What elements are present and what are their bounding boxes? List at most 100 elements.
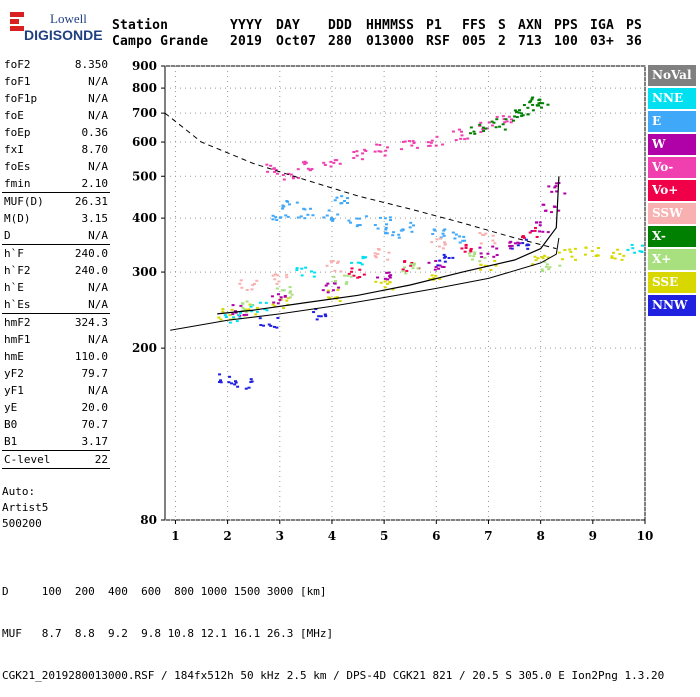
data-point — [533, 255, 537, 258]
data-point — [517, 242, 521, 245]
y-tick-label: 900 — [132, 59, 157, 73]
data-point — [520, 112, 524, 115]
data-point — [410, 261, 414, 264]
param-value: N/A — [88, 333, 108, 346]
data-point — [276, 302, 280, 305]
param-name: foF1p — [4, 92, 38, 105]
data-point — [355, 225, 359, 228]
param-name: yE — [4, 401, 18, 414]
data-point — [485, 127, 489, 130]
data-point — [244, 387, 248, 390]
data-point — [537, 104, 541, 107]
param-name: B0 — [4, 418, 18, 431]
data-point — [434, 144, 438, 147]
param-value: 8.70 — [81, 143, 109, 156]
data-point — [479, 130, 483, 133]
data-point — [516, 241, 520, 244]
data-point — [479, 242, 483, 245]
data-point — [272, 301, 276, 304]
param-value: 240.0 — [74, 264, 108, 277]
data-point — [392, 231, 396, 234]
data-point — [325, 264, 329, 267]
data-point — [491, 239, 495, 242]
data-point — [228, 375, 232, 378]
data-point — [507, 115, 511, 118]
data-point — [386, 146, 390, 149]
data-point — [333, 159, 337, 162]
data-point — [270, 295, 274, 298]
data-point — [259, 324, 263, 327]
param-row: MUF(D) 26.31 — [2, 193, 110, 210]
x-tick-label: 7 — [484, 529, 492, 543]
data-point — [516, 244, 520, 247]
data-point — [296, 168, 300, 171]
data-point — [569, 250, 573, 253]
data-point — [361, 255, 365, 258]
data-point — [547, 268, 551, 271]
data-point — [554, 185, 558, 188]
data-point — [618, 253, 622, 256]
data-point — [234, 381, 238, 384]
param-name: foE — [4, 109, 24, 122]
param-value: N/A — [88, 298, 108, 311]
param-value: N/A — [88, 281, 108, 294]
data-point — [495, 118, 499, 121]
data-point — [478, 260, 482, 263]
x-tick-label: 4 — [328, 529, 336, 543]
data-point — [384, 228, 388, 231]
data-point — [531, 96, 535, 99]
data-point — [288, 286, 292, 289]
data-point — [457, 128, 461, 131]
data-point — [291, 175, 295, 178]
data-point — [242, 313, 246, 316]
data-point — [451, 130, 455, 133]
param-value: 22 — [94, 453, 108, 466]
header-label: DAY — [276, 18, 301, 33]
param-name: C-level — [4, 453, 51, 466]
header-value: 713 — [518, 34, 543, 49]
header-value: 005 — [462, 34, 487, 49]
data-point — [513, 115, 517, 118]
data-point — [303, 163, 307, 166]
data-point — [374, 256, 378, 259]
header-label: YYYY — [230, 18, 263, 33]
data-point — [273, 278, 277, 281]
legend-item: X+ — [648, 249, 696, 270]
data-point — [436, 264, 440, 267]
data-point — [224, 315, 228, 318]
data-point — [541, 102, 545, 105]
data-point — [555, 182, 559, 185]
data-point — [363, 148, 367, 151]
x-tick-label: 3 — [276, 529, 284, 543]
data-point — [355, 217, 359, 220]
header-value: 03+ — [590, 34, 615, 49]
x-tick-label: 9 — [589, 529, 597, 543]
data-point — [555, 190, 559, 193]
data-point — [613, 257, 617, 260]
data-point — [524, 238, 528, 241]
legend-item: W — [648, 134, 696, 155]
data-point — [322, 161, 326, 164]
data-point — [227, 381, 231, 384]
data-point — [285, 276, 289, 279]
data-point — [484, 127, 488, 130]
data-point — [463, 239, 467, 242]
data-point — [573, 247, 577, 250]
auto-artist: Artist5 — [2, 501, 49, 514]
data-point — [570, 255, 574, 258]
data-point — [498, 125, 502, 128]
data-point — [352, 274, 356, 277]
data-point — [442, 266, 446, 269]
param-row: h`Es N/A — [2, 296, 110, 313]
y-tick-label: 500 — [132, 169, 157, 183]
data-point — [271, 303, 275, 306]
data-point — [479, 252, 483, 255]
data-point — [218, 381, 222, 384]
param-row: h`F 240.0 — [2, 245, 110, 262]
header-label: IGA — [590, 18, 615, 33]
data-point — [362, 273, 366, 276]
data-point — [347, 219, 351, 222]
data-point — [349, 221, 353, 224]
data-point — [275, 326, 279, 329]
data-point — [560, 258, 564, 261]
